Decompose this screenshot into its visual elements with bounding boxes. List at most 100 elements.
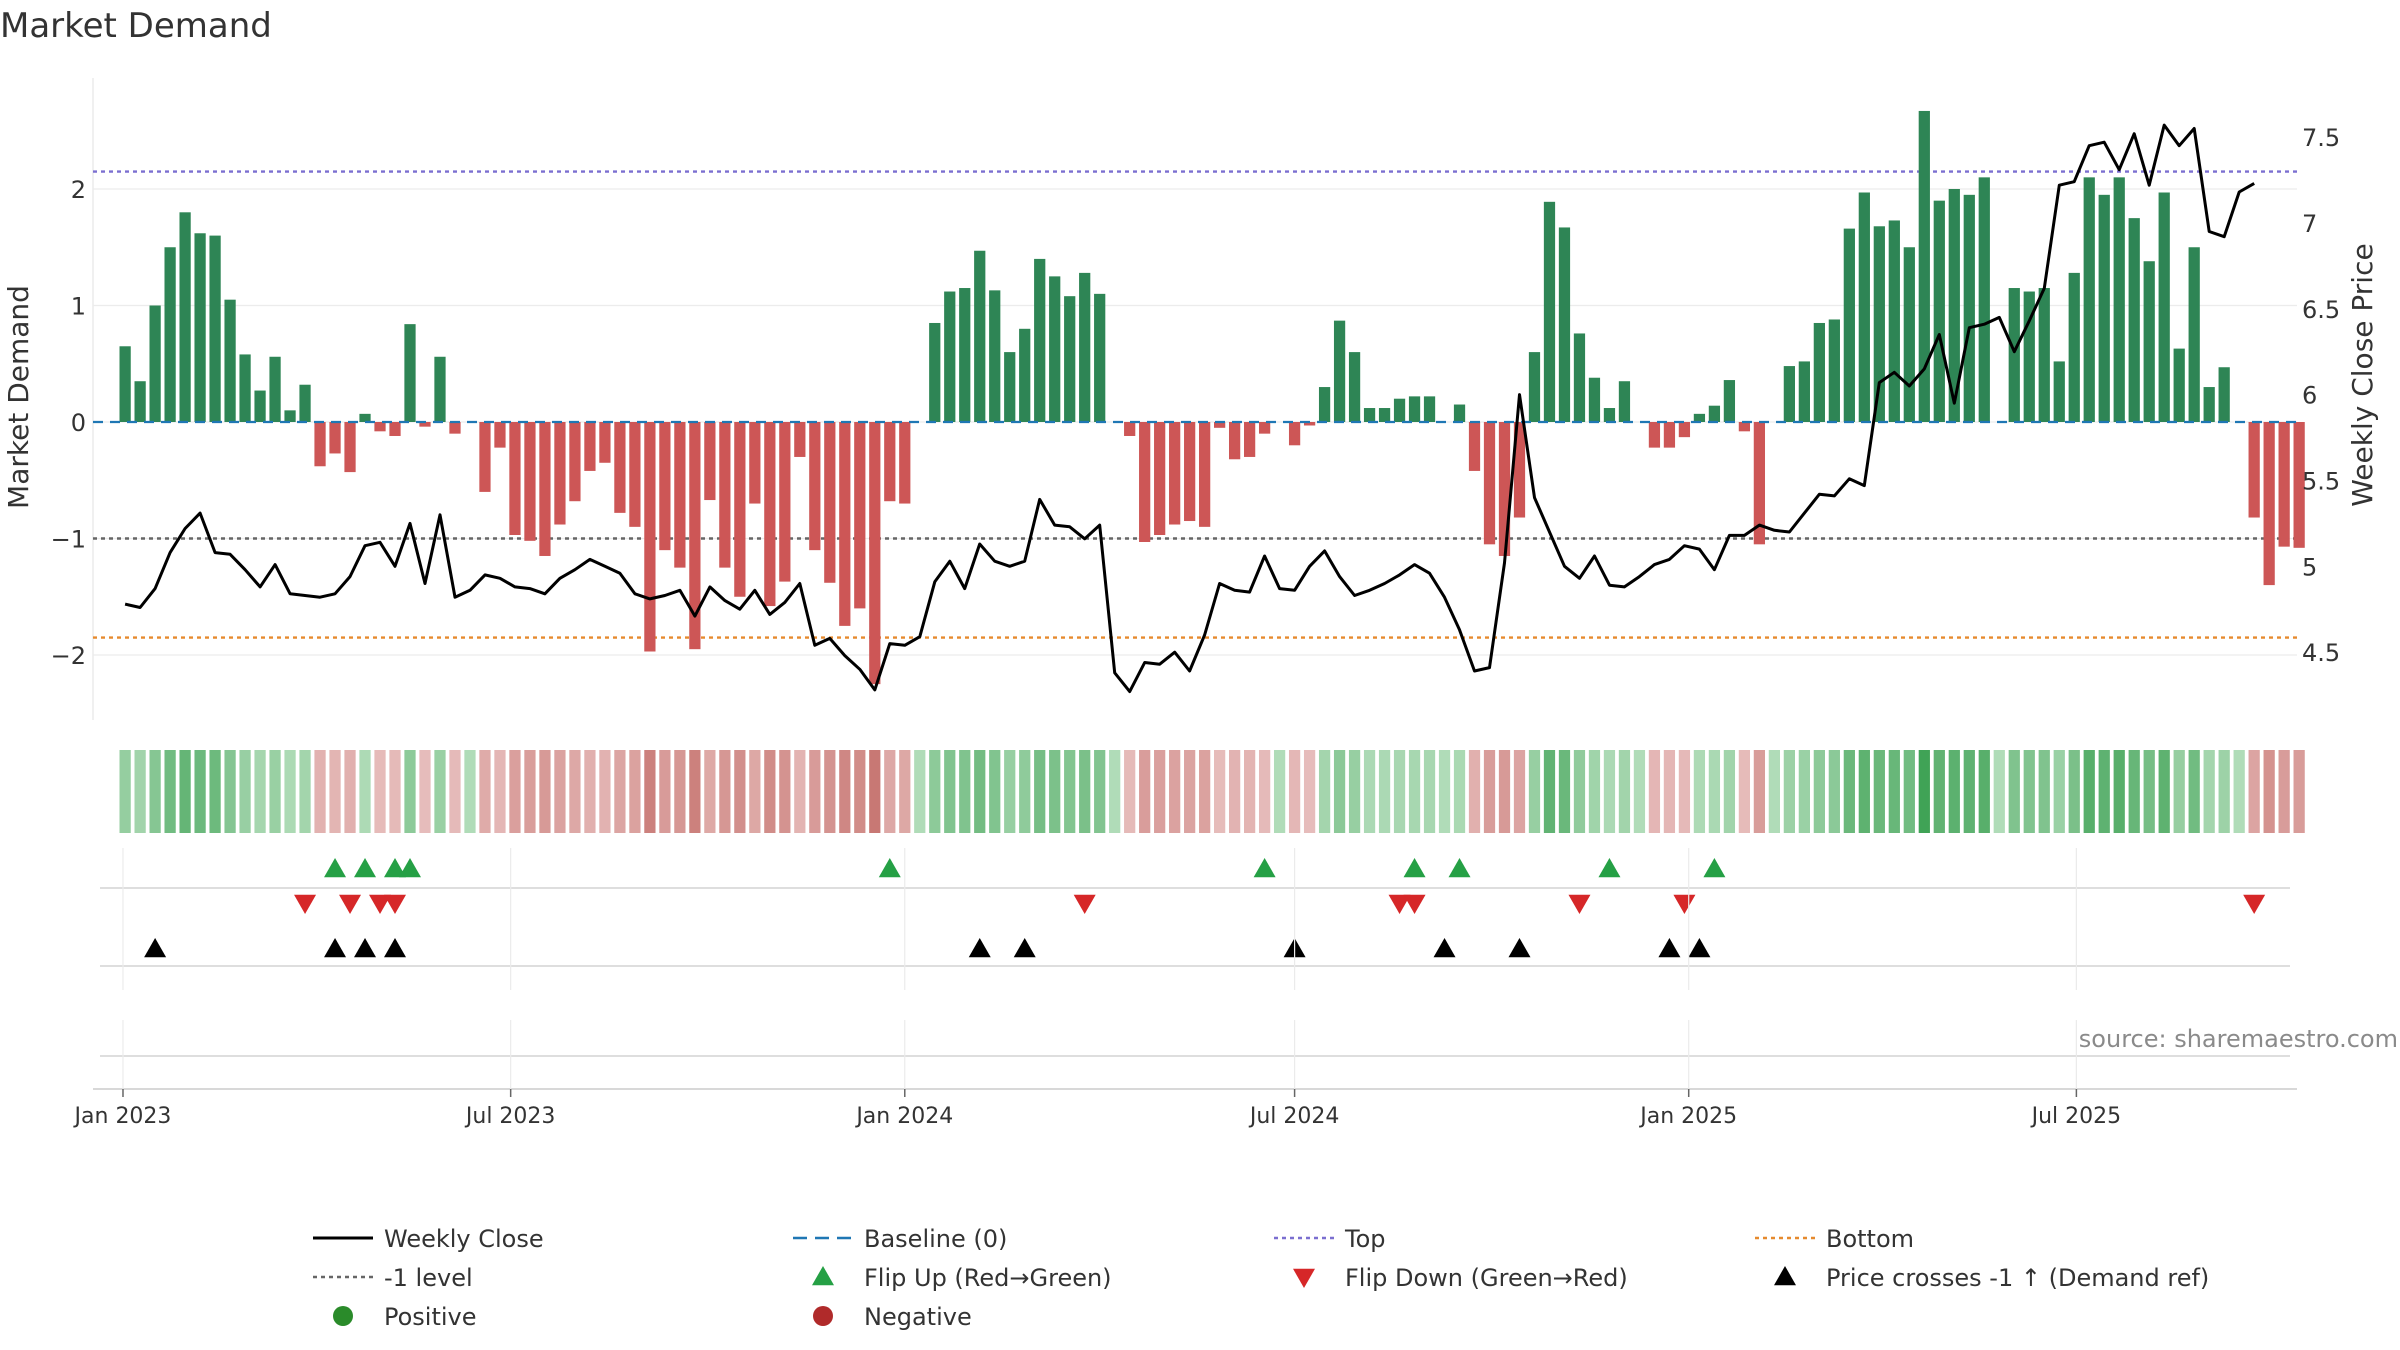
demand-bar [254, 390, 266, 422]
demand-bar [1618, 381, 1631, 422]
demand-bar [734, 422, 746, 597]
price-cross-marker [968, 938, 991, 958]
legend-label: Price crosses -1 ↑ (Demand ref) [1826, 1264, 2209, 1292]
demand-bar [1663, 422, 1676, 448]
price-cross-marker [324, 938, 347, 958]
demand-bar [1828, 319, 1840, 422]
demand-bar [629, 422, 641, 527]
legend-item: Positive [333, 1303, 477, 1331]
demand-bar [719, 422, 731, 568]
heat-cell [1798, 750, 1810, 833]
heat-cell [1963, 750, 1975, 833]
demand-bar [809, 422, 821, 551]
x-tick-label: Jul 2025 [2030, 1104, 2122, 1129]
price-cross-marker [1013, 938, 1036, 958]
legend-label: Bottom [1826, 1225, 1914, 1253]
legend-label: Positive [384, 1303, 477, 1331]
heat-cell [734, 750, 746, 833]
demand-bar [689, 422, 701, 650]
x-tick-label: Jul 2023 [464, 1104, 556, 1129]
demand-bar [224, 299, 236, 422]
demand-bar [1363, 408, 1376, 422]
legend-swatch [813, 1306, 833, 1326]
demand-bar [1184, 422, 1196, 522]
heat-cell [1618, 750, 1631, 833]
demand-bar [1169, 422, 1181, 525]
heat-cell [914, 750, 926, 833]
demand-bar [1873, 226, 1885, 422]
heat-cell [2188, 750, 2200, 833]
heat-cell [164, 750, 176, 833]
demand-bar [1963, 194, 1975, 422]
price-cross-marker [354, 938, 377, 958]
demand-bar [854, 422, 866, 609]
legend-swatch [1774, 1266, 1796, 1286]
heat-cell [1169, 750, 1181, 833]
price-cross-marker [1688, 938, 1711, 958]
y-ticks-left: −2 −1 0 1 2 [51, 176, 86, 670]
price-cross-marker [1508, 938, 1531, 958]
flip-up-marker [1703, 858, 1726, 878]
flip-up-marker [878, 858, 901, 878]
heat-cell [974, 750, 986, 833]
y-axis-label-right: Weekly Close Price [2346, 243, 2379, 506]
demand-bar [2218, 367, 2230, 422]
heat-cell [539, 750, 551, 833]
heat-cell [1229, 750, 1241, 833]
heat-cell [404, 750, 416, 833]
heat-cell [809, 750, 821, 833]
heat-cell [209, 750, 221, 833]
legend-label: Weekly Close [384, 1225, 544, 1253]
demand-bar [2083, 177, 2095, 422]
x-tick-label: Jan 2024 [854, 1104, 953, 1129]
demand-bar [1378, 408, 1391, 422]
demand-bar [194, 233, 206, 422]
demand-bar [869, 422, 881, 685]
demand-bar [1229, 422, 1241, 460]
heat-cell [794, 750, 806, 833]
demand-bar [149, 305, 161, 422]
heat-cell [1378, 750, 1391, 833]
demand-bar [2158, 192, 2170, 422]
demand-bar [1648, 422, 1661, 448]
demand-bar [1798, 361, 1810, 422]
demand-bar [2038, 288, 2050, 422]
heat-cell [1049, 750, 1061, 833]
legend-label: Flip Down (Green→Red) [1345, 1264, 1628, 1292]
demand-bar [434, 356, 446, 422]
demand-bar [1858, 192, 1870, 422]
demand-bar [2023, 291, 2035, 422]
heat-cell [134, 750, 146, 833]
demand-bar [1318, 387, 1331, 422]
heat-cell [1753, 750, 1766, 833]
demand-bar [1288, 422, 1301, 446]
heat-cell [194, 750, 206, 833]
demand-bar [599, 422, 611, 463]
heat-cell [1528, 750, 1541, 833]
heat-cell [1768, 750, 1781, 833]
demand-bar [659, 422, 671, 551]
demand-bar [1423, 396, 1436, 422]
weekly-close-polyline [124, 123, 2255, 694]
heat-cell [1348, 750, 1361, 833]
source-label: source: sharemaestro.com [2079, 1025, 2398, 1053]
demand-bar [1243, 422, 1256, 457]
heat-cell [1513, 750, 1526, 833]
heat-cell [704, 750, 716, 833]
heat-cell [2038, 750, 2050, 833]
demand-bar [974, 250, 986, 422]
heat-cell [2248, 750, 2260, 833]
heat-cell [929, 750, 941, 833]
y-tick-label-right: 4.5 [2302, 639, 2340, 667]
heat-cell [1438, 750, 1451, 833]
demand-bar [614, 422, 626, 513]
demand-bar [1214, 422, 1226, 428]
heat-cell [1933, 750, 1945, 833]
flip-up-marker [1403, 858, 1426, 878]
heat-cell [1693, 750, 1706, 833]
flip-down-marker [1388, 894, 1411, 914]
heat-cell [464, 750, 476, 833]
demand-bar [1753, 422, 1766, 545]
heat-cell [779, 750, 791, 833]
heat-cell [254, 750, 266, 833]
